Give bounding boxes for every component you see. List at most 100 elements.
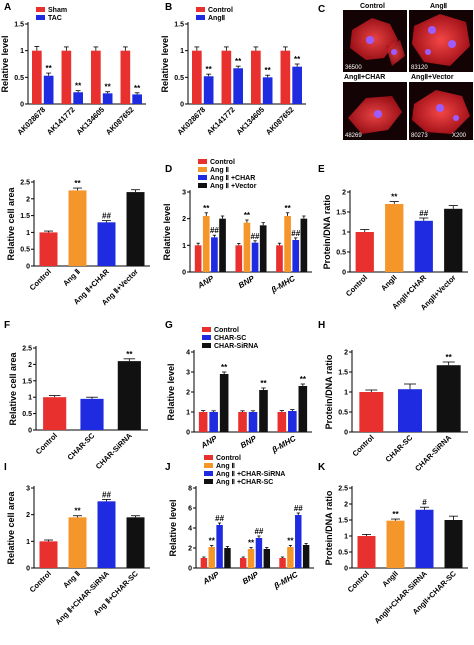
category-label: AngII [379,273,399,293]
significance-mark: ** [75,82,82,91]
bar [277,412,287,432]
y-tick-label: 0.5 [20,247,30,254]
chart-f: F 0 0.5 1 1.5 2 2.5 Relative cell area ** Control… [4,320,148,471]
legend-label: Ang Ⅱ +CHAR-SC [216,478,273,486]
y-tick-label: 2.5 [338,486,348,493]
category-label: BNP [241,570,261,587]
significance-mark: ** [248,539,255,548]
category-label: BNP [239,434,259,451]
y-tick-label: 1 [26,230,30,237]
y-tick-label: 1.5 [22,378,32,385]
y-tick-label: 1 [26,539,30,546]
bar [262,77,273,104]
category-label: Control [351,433,376,458]
significance-mark: ** [294,55,301,64]
y-tick-label: 1 [342,230,346,237]
y-axis-title: Relative level [162,203,172,260]
micrograph-ang-vector: AngⅡ+Vector 80273 X200 [409,73,473,140]
legend-swatch [196,7,205,12]
y-axis-title: Relative level [166,363,176,420]
micrograph-control-title: Control [360,3,385,10]
bar [102,93,113,104]
bar [444,208,463,272]
bar [279,558,286,568]
y-axis-title: Relative cell area [6,490,16,564]
bar [414,220,433,272]
bar [259,390,268,432]
y-axis-title: Protein/DNA ratio [324,354,334,429]
category-label: BNP [237,274,257,291]
significance-mark: ** [206,65,213,74]
category-label: β-MHC [270,434,298,455]
chart-e: E 0 0.5 1 1.5 2 Protein/DNA ratio ** ## Control An… [318,164,468,312]
y-tick-label: 0.5 [338,410,348,417]
y-tick-label: 2 [26,512,30,519]
bar [221,50,232,104]
y-tick-label: 3 [186,370,190,377]
y-tick-label: 0.5 [174,75,184,82]
y-tick-label: 0.5 [336,250,346,257]
chart-k: K 0 0.5 1 1.5 2 2.5 Protein/DNA ratio ** # Control… [318,462,468,625]
y-axis-title: Protein/DNA ratio [322,194,332,269]
significance-mark: ** [284,204,291,213]
bar [300,218,308,272]
chart-i: I 0 1 2 3 Relative cell area ** ## Control Ang ⅡA… [4,462,150,626]
panel-letter: D [165,164,172,175]
legend-swatch [36,7,45,12]
category-label: ANP [195,274,216,291]
bar [219,374,229,432]
bar [91,50,101,104]
bar [233,68,243,104]
y-tick-label: 4 [188,526,192,533]
significance-mark: ** [392,510,399,519]
micrograph-magnification: X200 [452,133,467,139]
legend-label: Ang Ⅱ [216,462,235,470]
significance-mark: ## [102,212,111,221]
y-tick-label: 0.5 [338,550,348,557]
chart-g: G 0 1 2 3 4 Relative level ** ** ** ControlCHAR-SC… [165,320,312,455]
bar [192,50,202,104]
y-tick-label: 0 [344,430,348,437]
y-tick-label: 0 [180,102,184,109]
y-tick-label: 0 [26,566,30,573]
y-tick-label: 2.5 [20,180,30,187]
micrograph-ang-char-id: 48269 [345,133,362,139]
bar [73,92,83,104]
panel-letter: K [318,462,326,473]
significance-mark: ** [221,363,228,372]
bar [117,361,141,430]
legend-swatch [198,159,207,164]
micrograph-ang-title: AngⅡ [430,2,447,10]
panel-letter: E [318,164,325,175]
legend-swatch [202,327,211,332]
legend-label: CHAR-SC [214,335,246,342]
category-label: Control [28,267,53,292]
category-label: CHAR-SC [384,433,415,464]
y-tick-label: 1.5 [174,22,184,29]
y-tick-label: 0.5 [22,411,32,418]
y-tick-label: 1 [186,410,190,417]
category-label: β-MHC [272,570,300,591]
panel-letter: I [4,462,7,473]
significance-mark: # [422,498,427,507]
y-axis-title: Relative level [168,499,178,556]
bar [224,548,231,568]
y-axis-title: Relative cell area [6,186,16,260]
category-label: ANP [201,570,222,587]
legend-label: Ang Ⅱ +CHAR-SiRNA [216,470,285,478]
bar [385,204,404,272]
y-axis-title: Relative level [0,35,10,92]
bar [211,237,218,272]
bar [97,222,116,266]
significance-mark: ** [74,179,81,188]
significance-mark: ** [74,507,81,516]
legend-swatch [204,463,213,468]
bar [280,50,291,104]
bar [444,520,463,568]
micrograph-ang-vector-id: 80273 [411,133,428,139]
legend-swatch [198,167,207,172]
bar [239,558,247,568]
legend-label: Ang Ⅱ [210,166,229,174]
significance-mark: ## [251,232,260,241]
bar [386,520,405,568]
